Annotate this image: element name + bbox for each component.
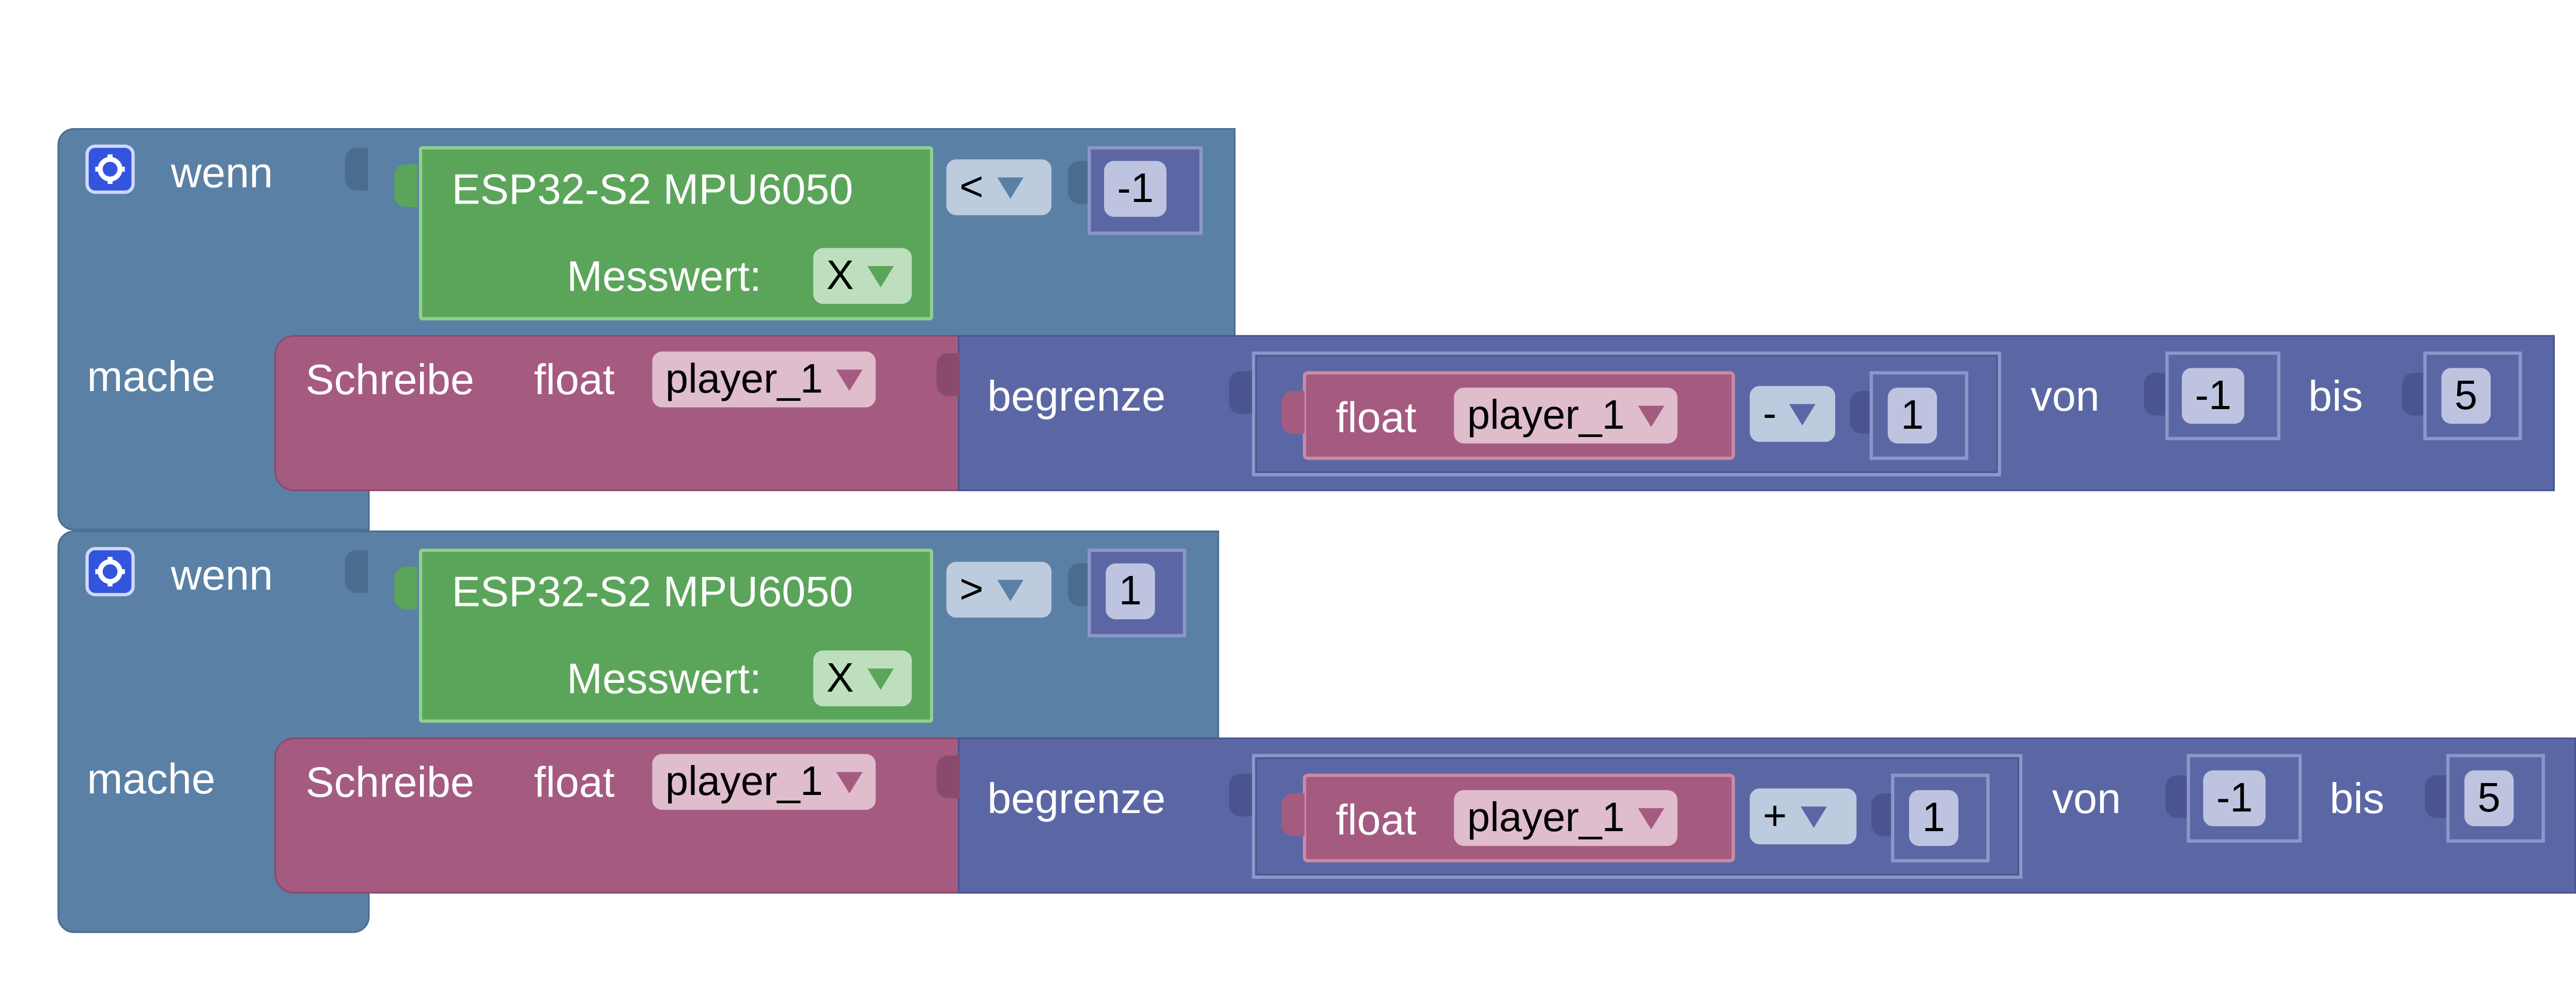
dropdown-arrow-icon	[1638, 404, 1665, 427]
inner-type-label: float	[1336, 795, 1417, 845]
limit-label: begrenze	[987, 371, 1166, 421]
input-socket	[345, 148, 368, 191]
dropdown-arrow-icon	[836, 368, 863, 391]
limit-label: begrenze	[987, 773, 1166, 823]
gear-icon[interactable]	[85, 547, 135, 597]
input-socket	[1229, 371, 1252, 414]
measure-value: X	[826, 253, 854, 299]
measure-dropdown[interactable]: X	[813, 650, 912, 707]
math-number-field[interactable]: 1	[1887, 387, 1937, 444]
input-socket	[2144, 372, 2167, 416]
if-block[interactable]: wenn mache ESP32-S2 MPU6050 Messwert: X …	[0, 402, 2576, 944]
input-socket	[1068, 161, 1091, 204]
dropdown-arrow-icon	[1790, 403, 1816, 425]
inner-variable-dropdown[interactable]: player_1	[1454, 790, 1678, 846]
sensor-connector	[394, 567, 417, 610]
variable-dropdown[interactable]: player_1	[652, 754, 876, 810]
variable-connector	[1281, 793, 1305, 836]
from-number-field[interactable]: -1	[2182, 368, 2245, 424]
sensor-connector	[394, 164, 417, 207]
math-operator-dropdown[interactable]: -	[1749, 386, 1836, 442]
if-label: wenn	[170, 550, 273, 600]
input-socket	[936, 755, 960, 799]
variable-dropdown[interactable]: player_1	[652, 351, 876, 408]
input-socket	[1068, 563, 1091, 606]
measure-label: Messwert:	[567, 251, 762, 301]
variable-name: player_1	[665, 759, 823, 805]
dropdown-arrow-icon	[836, 771, 863, 793]
to-number-field[interactable]: 5	[2464, 770, 2514, 826]
math-number-field[interactable]: 1	[1909, 790, 1959, 846]
variable-name: player_1	[665, 356, 823, 403]
dropdown-arrow-icon	[1638, 807, 1665, 829]
dropdown-arrow-icon	[867, 667, 893, 690]
input-socket	[345, 550, 368, 593]
type-label: float	[534, 354, 615, 404]
to-number-field[interactable]: 5	[2441, 368, 2491, 424]
operator-value: >	[959, 567, 984, 613]
input-socket	[2425, 775, 2448, 818]
measure-label: Messwert:	[567, 653, 762, 704]
input-socket	[2165, 775, 2189, 818]
type-label: float	[534, 757, 615, 807]
dropdown-arrow-icon	[997, 579, 1023, 601]
input-socket	[936, 353, 960, 396]
from-number-field[interactable]: -1	[2203, 770, 2266, 826]
measure-value: X	[826, 655, 854, 701]
from-label: von	[2052, 773, 2121, 823]
inner-variable-name: player_1	[1467, 795, 1625, 841]
gear-icon[interactable]	[85, 144, 135, 194]
inner-type-label: float	[1336, 393, 1417, 442]
inner-variable-dropdown[interactable]: player_1	[1454, 387, 1678, 444]
input-socket	[1229, 773, 1252, 817]
operator-dropdown[interactable]: >	[946, 561, 1052, 618]
sensor-title: ESP32-S2 MPU6050	[452, 567, 854, 616]
from-label: von	[2030, 371, 2100, 421]
write-label: Schreibe	[305, 757, 474, 807]
if-label: wenn	[170, 148, 273, 197]
do-label: mache	[87, 754, 215, 804]
compare-number-field[interactable]: -1	[1104, 161, 1167, 217]
input-socket	[1871, 793, 1895, 836]
operator-value: <	[959, 164, 984, 211]
dropdown-arrow-icon	[867, 265, 893, 287]
to-label: bis	[2308, 371, 2363, 421]
to-label: bis	[2330, 773, 2384, 823]
if-block[interactable]: wenn mache ESP32-S2 MPU6050 Messwert: X …	[0, 0, 2576, 531]
do-label: mache	[87, 351, 215, 401]
variable-connector	[1281, 391, 1305, 434]
measure-dropdown[interactable]: X	[813, 248, 912, 304]
write-label: Schreibe	[305, 354, 474, 404]
input-socket	[2402, 372, 2425, 416]
dropdown-arrow-icon	[997, 176, 1023, 198]
input-socket	[1850, 391, 1873, 434]
math-operator-value: +	[1763, 793, 1787, 839]
sensor-title: ESP32-S2 MPU6050	[452, 164, 854, 214]
compare-number-field[interactable]: 1	[1106, 563, 1155, 619]
math-operator-value: -	[1763, 391, 1777, 437]
math-operator-dropdown[interactable]: +	[1749, 788, 1857, 845]
operator-dropdown[interactable]: <	[946, 159, 1052, 215]
inner-variable-name: player_1	[1467, 393, 1625, 439]
dropdown-arrow-icon	[1800, 805, 1826, 828]
